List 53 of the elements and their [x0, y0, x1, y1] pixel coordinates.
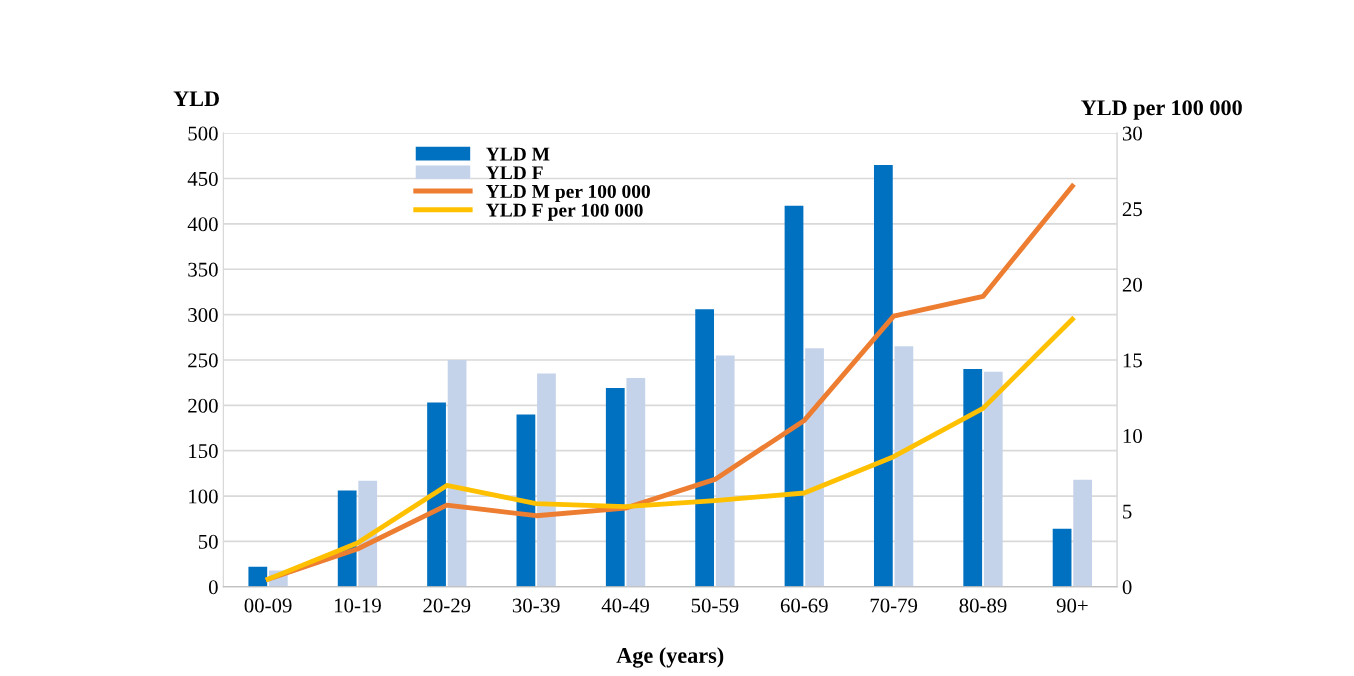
x-tick-label: 20-29 — [423, 598, 471, 613]
bar — [695, 309, 715, 587]
y2-tick-label: 25 — [1122, 202, 1142, 217]
bar — [715, 355, 735, 587]
bar — [447, 359, 467, 587]
y-tick-label: 50 — [198, 534, 218, 549]
bar — [983, 371, 1003, 587]
x-tick-label: 30-39 — [512, 598, 560, 613]
x-tick-label: 80-89 — [959, 598, 1007, 613]
y2-tick-label: 5 — [1123, 504, 1132, 519]
x-tick-label: 90+ — [1056, 598, 1088, 613]
bar — [537, 373, 556, 587]
x-tick-label: 60-69 — [780, 598, 828, 613]
bar — [894, 346, 914, 587]
y-tick-label: 500 — [188, 126, 218, 141]
line-series — [265, 316, 1075, 582]
x-tick-label: 00-09 — [244, 598, 292, 613]
y2-tick-label: 10 — [1123, 428, 1142, 443]
y-tick-label: 0 — [208, 580, 218, 595]
bar — [805, 348, 824, 587]
bar — [248, 566, 268, 587]
y-tick-label: 400 — [187, 217, 218, 232]
bar — [1052, 528, 1072, 587]
y2-tick-label: 0 — [1122, 580, 1132, 595]
legend-label: YLD F — [486, 166, 543, 180]
bar — [873, 164, 893, 587]
y2-axis-title: YLD per 100 000 — [1081, 100, 1242, 120]
x-tick-label: 40-49 — [601, 598, 649, 613]
y-tick-label: 450 — [187, 171, 218, 186]
legend-label: YLD M per 100 000 — [486, 184, 650, 202]
bar — [516, 414, 536, 587]
bar — [784, 205, 804, 587]
y-tick-label: 250 — [188, 353, 218, 368]
x-tick-label: 70-79 — [870, 598, 918, 613]
y-tick-label: 150 — [189, 444, 218, 459]
y-axis-title: YLD — [173, 91, 219, 106]
bar — [605, 388, 625, 587]
x-axis-title: Age (years) — [616, 647, 724, 668]
bar — [963, 369, 983, 587]
x-tick-label: 10-19 — [334, 598, 381, 613]
y2-tick-label: 15 — [1123, 353, 1142, 368]
y-tick-label: 300 — [188, 307, 218, 323]
y-tick-label: 100 — [189, 489, 218, 504]
bar — [1073, 479, 1093, 587]
y2-tick-label: 30 — [1122, 126, 1142, 141]
legend-label: YLD F per 100 000 — [486, 203, 643, 221]
x-tick-label: 50-59 — [691, 598, 739, 613]
y-tick-label: 350 — [188, 262, 218, 277]
y-tick-label: 200 — [188, 398, 218, 413]
bar — [626, 378, 646, 587]
y2-tick-label: 20 — [1122, 277, 1142, 292]
bar — [427, 402, 446, 587]
legend-label: YLD M — [486, 147, 550, 161]
